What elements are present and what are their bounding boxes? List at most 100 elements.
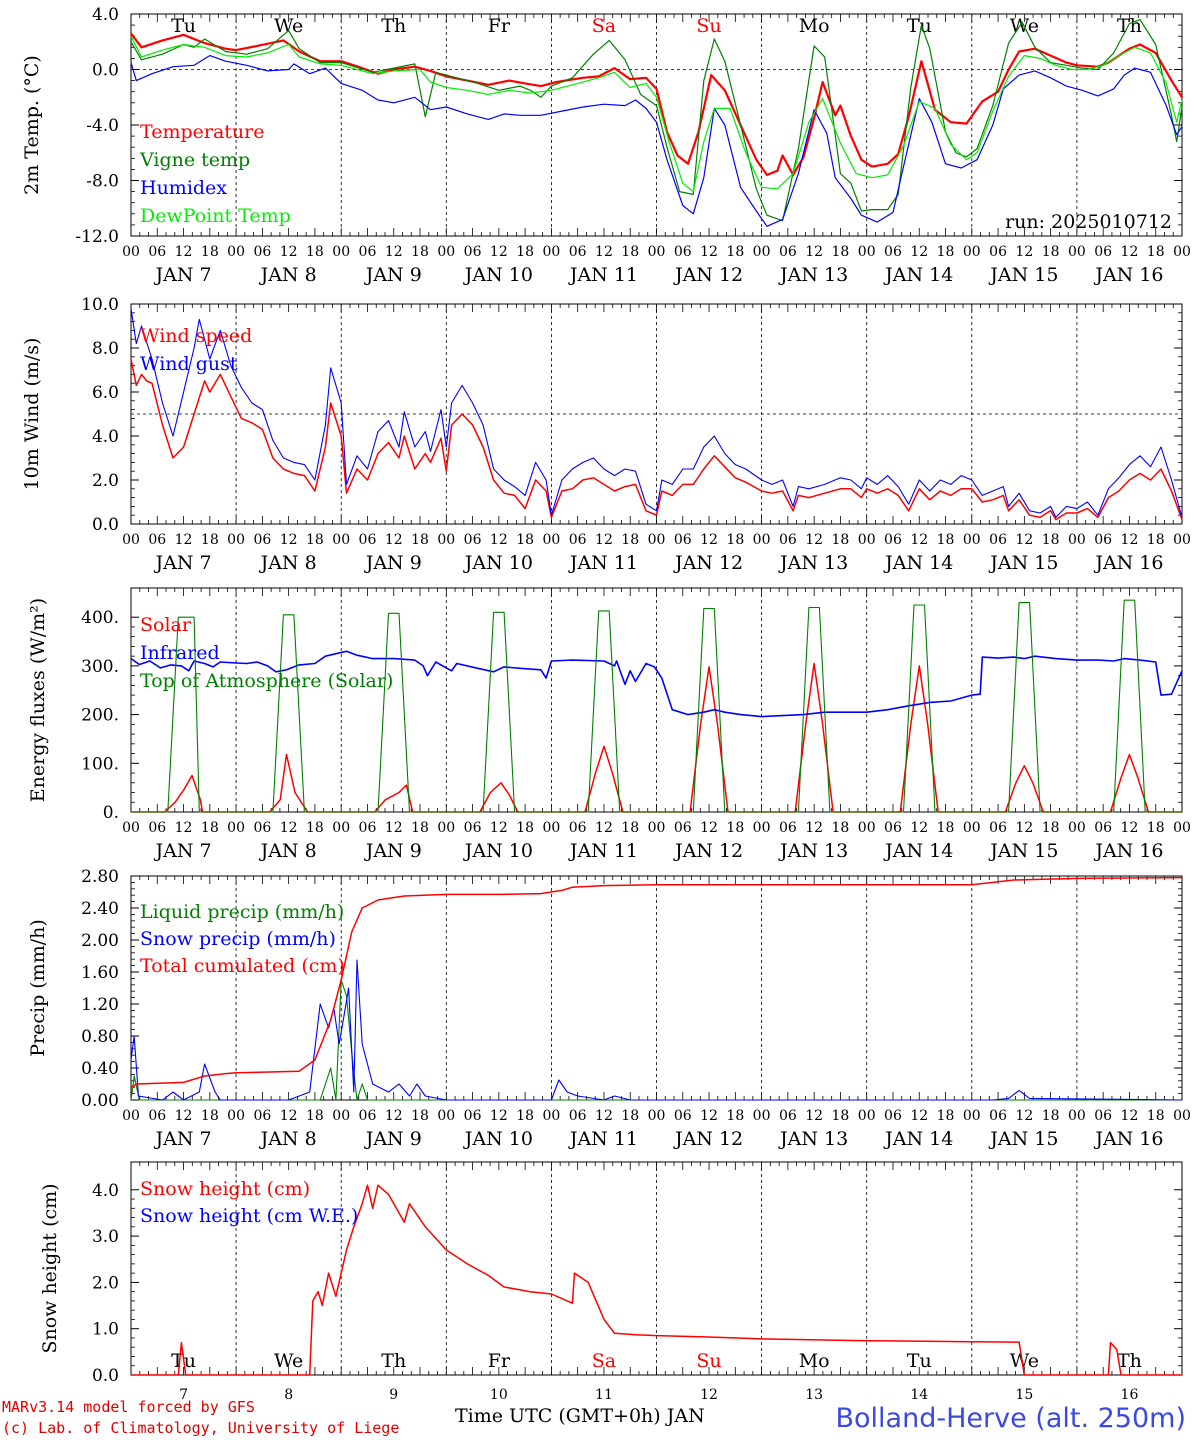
x-day-label: JAN 12 [673,264,743,286]
x-hour-label: 00 [122,244,140,260]
x-hour-label: 12 [1015,820,1033,836]
x-hour-label: 18 [1147,1108,1165,1124]
x-day-label: JAN 14 [883,552,953,574]
y-tick-label: 2.40 [81,899,119,919]
x-hour-label: 00 [753,820,771,836]
y-tick-label: 1.0 [92,1320,119,1340]
x-hour-label: 18 [621,1108,639,1124]
weekday-label: Su [696,1350,721,1372]
x-day-label: JAN 9 [364,552,422,574]
y-tick-label: 200. [81,706,119,726]
x-hour-label: 12 [700,532,718,548]
x-hour-label: 12 [385,532,403,548]
x-hour-label: 12 [1015,1108,1033,1124]
x-day-label: JAN 11 [568,552,638,574]
x-hour-label: 06 [1094,1108,1112,1124]
series-line-infrared [130,650,1183,718]
x-hour-label: 06 [253,820,271,836]
y-tick-label: 4.0 [92,5,119,25]
x-hour-label: 00 [122,532,140,548]
x-hour-label: 06 [1094,244,1112,260]
weekday-label: Fr [488,1350,511,1372]
x-hour-label: 18 [621,244,639,260]
x-hour-label: 06 [989,1108,1007,1124]
weekday-label: Su [696,15,721,37]
x-hour-label: 00 [648,244,666,260]
x-day-label: JAN 10 [463,1128,533,1150]
x-hour-label: 12 [1121,532,1139,548]
x-day-label: JAN 16 [1093,840,1163,862]
weekday-label: We [1010,1350,1039,1372]
x-day-number: 15 [1015,1387,1033,1403]
x-hour-label: 12 [1121,1108,1139,1124]
x-hour-label: 00 [227,1108,245,1124]
y-axis-label: Energy fluxes (W/m²) [27,598,49,802]
x-hour-label: 12 [280,820,298,836]
legend-entry: Liquid precip (mm/h) [140,901,344,923]
y-tick-label: 4.0 [92,1181,119,1201]
series-line-dewpoint-temp [130,35,1183,193]
legend-entry: Snow height (cm W.E.) [140,1205,358,1227]
x-hour-label: 00 [227,244,245,260]
x-hour-label: 00 [648,1108,666,1124]
y-axis-label: Precip (mm/h) [27,919,49,1057]
y-tick-label: 3.0 [92,1227,119,1247]
x-hour-label: 18 [201,820,219,836]
x-hour-label: 06 [253,1108,271,1124]
x-hour-label: 00 [753,1108,771,1124]
x-hour-label: 18 [832,1108,850,1124]
x-hour-label: 12 [175,244,193,260]
x-day-label: JAN 8 [259,552,317,574]
y-tick-label: 100. [81,754,119,774]
x-hour-label: 18 [937,532,955,548]
y-tick-label: 0.80 [81,1027,119,1047]
x-day-number: 9 [389,1387,398,1403]
x-hour-label: 00 [963,244,981,260]
x-hour-label: 00 [648,820,666,836]
x-hour-label: 18 [201,1108,219,1124]
x-hour-label: 00 [1068,820,1086,836]
x-hour-label: 06 [148,532,166,548]
series-line-wind-speed [130,358,1183,521]
weekday-label: Th [381,1350,406,1372]
x-hour-label: 06 [569,244,587,260]
x-hour-label: 18 [726,820,744,836]
x-day-label: JAN 10 [463,840,533,862]
x-hour-label: 00 [648,532,666,548]
x-hour-label: 18 [411,244,429,260]
y-tick-label: 0.40 [81,1059,119,1079]
x-hour-label: 00 [332,820,350,836]
legend-entry: Vigne temp [139,149,250,171]
x-day-label: JAN 12 [673,1128,743,1150]
x-day-label: JAN 11 [568,840,638,862]
x-day-label: JAN 14 [883,840,953,862]
x-hour-label: 18 [411,532,429,548]
x-hour-label: 00 [437,820,455,836]
x-hour-label: 06 [674,820,692,836]
x-hour-label: 12 [910,532,928,548]
x-hour-label: 18 [516,244,534,260]
x-hour-label: 18 [1042,820,1060,836]
x-hour-label: 18 [832,244,850,260]
legend-entry: Wind speed [140,325,252,347]
x-hour-label: 00 [963,532,981,548]
x-hour-label: 18 [306,244,324,260]
x-hour-label: 12 [385,244,403,260]
weekday-label: We [274,15,303,37]
x-hour-label: 00 [1068,1108,1086,1124]
x-hour-label: 00 [437,1108,455,1124]
x-hour-label: 18 [411,820,429,836]
x-hour-label: 00 [122,820,140,836]
weekday-label: Th [1117,1350,1142,1372]
x-hour-label: 00 [1173,244,1191,260]
x-hour-label: 06 [884,532,902,548]
x-hour-label: 12 [490,244,508,260]
weekday-label: Fr [488,15,511,37]
y-axis-label: 10m Wind (m/s) [21,338,43,491]
x-hour-label: 12 [700,820,718,836]
x-hour-label: 12 [1121,244,1139,260]
y-tick-label: 0.00 [81,1091,119,1111]
x-day-label: JAN 14 [883,1128,953,1150]
x-hour-label: 00 [227,532,245,548]
